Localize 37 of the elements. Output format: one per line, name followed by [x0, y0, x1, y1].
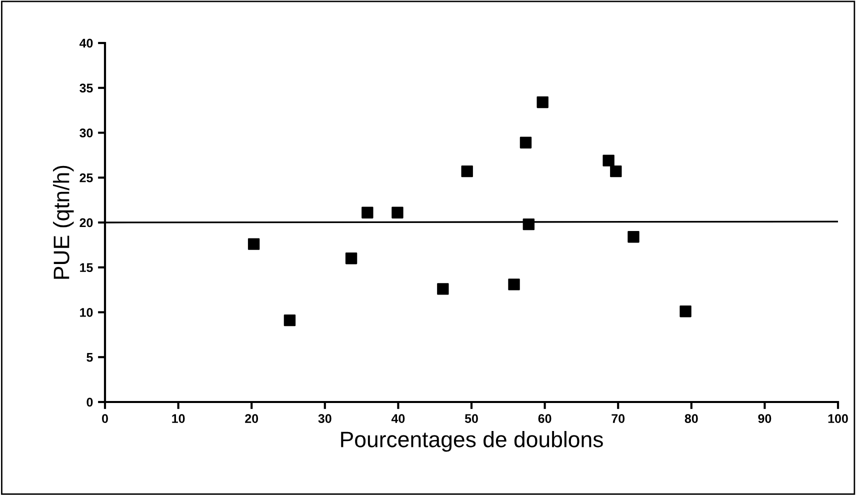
- y-tick-label: 30: [80, 128, 93, 138]
- x-tick-label: 60: [538, 414, 552, 423]
- x-tick-label: 20: [245, 414, 258, 423]
- point: [508, 278, 520, 290]
- y-tick-label: 0: [86, 398, 93, 407]
- x-tick-label: 10: [172, 414, 185, 423]
- point: [248, 238, 260, 250]
- y-tick-label: 10: [80, 308, 93, 317]
- y-tick-label: 5: [86, 353, 93, 362]
- y-tick-label: 25: [80, 173, 93, 182]
- y-tick-label: 15: [80, 263, 93, 272]
- y-tick-label: 20: [80, 218, 93, 228]
- x-axis-title: Pourcentages de doublons: [341, 431, 603, 452]
- point: [536, 96, 548, 108]
- x-tick-label: 70: [612, 414, 625, 423]
- x-tick-label: 90: [758, 414, 772, 423]
- point: [680, 306, 692, 318]
- x-tick-label: 30: [318, 414, 332, 424]
- point: [522, 218, 535, 230]
- x-tick-label: 0: [102, 414, 108, 423]
- y-tick-label: 35: [80, 84, 93, 93]
- point: [610, 166, 622, 178]
- x-tick-label: 50: [464, 414, 478, 423]
- point: [520, 136, 532, 148]
- point: [284, 314, 296, 326]
- x-tick-label: 100: [828, 414, 848, 423]
- x-tick-label: 40: [391, 414, 405, 423]
- point: [461, 166, 473, 178]
- point: [602, 154, 614, 166]
- point: [628, 231, 640, 243]
- point: [392, 206, 404, 218]
- x-tick-label: 80: [684, 414, 698, 423]
- point: [437, 283, 449, 295]
- y-tick-label: 40: [79, 38, 93, 48]
- y-axis-title: PUE (qtn/h): [53, 166, 74, 279]
- point: [345, 252, 358, 264]
- point: [362, 206, 374, 218]
